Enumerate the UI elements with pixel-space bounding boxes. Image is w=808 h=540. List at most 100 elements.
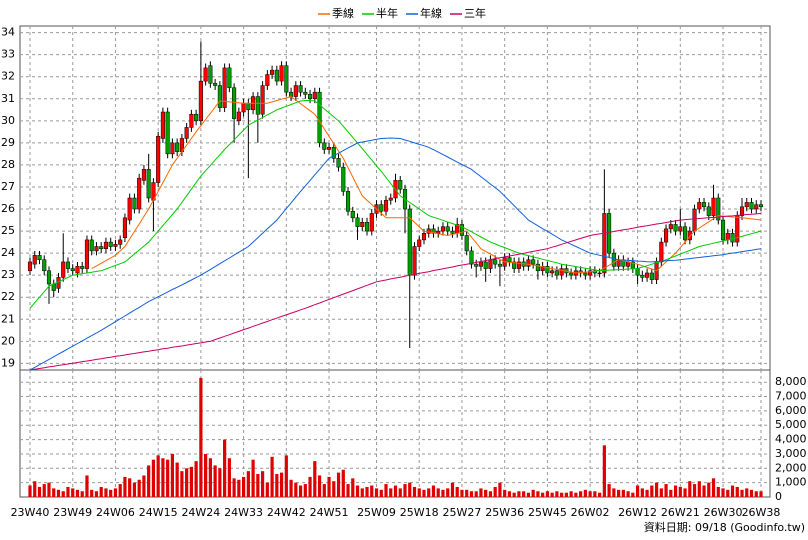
volume-bar bbox=[526, 492, 531, 497]
candle-body bbox=[293, 85, 298, 97]
volume-bar bbox=[393, 485, 398, 497]
candle-body bbox=[360, 222, 365, 227]
candle-body bbox=[388, 197, 393, 201]
volume-bar bbox=[531, 489, 535, 497]
volume-bar bbox=[450, 482, 455, 497]
volume-bar bbox=[560, 492, 564, 497]
volume-bar bbox=[208, 458, 212, 497]
volume-bar bbox=[351, 478, 355, 497]
candle-body bbox=[94, 246, 99, 252]
candle-body bbox=[345, 191, 351, 212]
candle-body bbox=[255, 96, 260, 115]
volume-bar bbox=[275, 474, 279, 497]
volume-bar bbox=[721, 488, 725, 497]
x-tick-label: 26W38 bbox=[742, 506, 781, 519]
volume-bar bbox=[66, 486, 70, 497]
volume-bar bbox=[270, 456, 274, 497]
ma-line bbox=[91, 96, 762, 274]
volume-tick-label: 0 bbox=[775, 490, 782, 503]
volume-bar bbox=[545, 491, 549, 497]
volume-bar bbox=[80, 491, 84, 497]
volume-bar bbox=[522, 491, 526, 497]
x-tick-label: 26W12 bbox=[618, 506, 657, 519]
volume-bar bbox=[541, 492, 545, 497]
candle-body bbox=[336, 158, 341, 168]
volume-bar bbox=[465, 489, 469, 497]
x-tick-label: 26W02 bbox=[571, 506, 610, 519]
y-tick-label: 29 bbox=[1, 136, 15, 149]
volume-bar bbox=[118, 484, 122, 497]
candle-body bbox=[46, 270, 52, 285]
volume-bar bbox=[180, 471, 184, 497]
volume-tick-label: 7,000 bbox=[775, 390, 807, 403]
candle-body bbox=[198, 80, 203, 122]
volume-bar bbox=[754, 491, 758, 497]
candle-body bbox=[720, 219, 726, 241]
ma-line bbox=[29, 137, 762, 371]
candle-body bbox=[436, 230, 441, 234]
volume-bar bbox=[479, 488, 483, 497]
volume-bar bbox=[602, 445, 606, 497]
candle-body bbox=[559, 268, 564, 276]
candle-body bbox=[512, 261, 517, 269]
x-tick-label: 25W45 bbox=[528, 506, 567, 519]
candle-body bbox=[711, 197, 716, 216]
candle-body bbox=[488, 259, 493, 269]
candle-body bbox=[569, 272, 574, 276]
volume-bar bbox=[365, 486, 369, 497]
candle-body bbox=[184, 127, 189, 139]
y-tick-label: 34 bbox=[1, 26, 15, 39]
candle-body bbox=[274, 69, 279, 82]
x-tick-label: 23W40 bbox=[11, 506, 50, 519]
candle-body bbox=[469, 250, 474, 265]
volume-bar bbox=[664, 484, 668, 497]
volume-bar bbox=[436, 488, 440, 497]
volume-tick-label: 3,000 bbox=[775, 447, 807, 460]
y-tick-label: 26 bbox=[1, 202, 15, 215]
volume-bar bbox=[284, 455, 288, 497]
candle-body bbox=[697, 202, 702, 210]
volume-bar bbox=[218, 468, 222, 497]
volume-bar bbox=[194, 461, 198, 497]
volume-bar bbox=[659, 488, 663, 497]
volume-bar bbox=[730, 485, 735, 497]
y-tick-label: 22 bbox=[1, 290, 15, 303]
candle-body bbox=[649, 272, 654, 280]
volume-bar bbox=[170, 453, 175, 497]
candle-body bbox=[497, 263, 502, 267]
volume-tick-label: 1,000 bbox=[775, 476, 807, 489]
candle-body bbox=[730, 233, 735, 243]
volume-bar bbox=[683, 488, 687, 497]
volume-bar bbox=[726, 489, 730, 497]
volume-bar bbox=[104, 488, 108, 497]
candle-body bbox=[597, 272, 602, 275]
candle-body bbox=[146, 169, 151, 199]
volume-bar bbox=[109, 489, 113, 497]
volume-bar bbox=[493, 486, 497, 497]
volume-bar bbox=[621, 489, 625, 497]
candle-body bbox=[545, 266, 550, 274]
volume-bar bbox=[246, 471, 250, 497]
volume-bar bbox=[422, 489, 426, 497]
candle-body bbox=[483, 261, 488, 269]
candle-body bbox=[89, 239, 94, 252]
candle-body bbox=[289, 91, 294, 97]
candle-body bbox=[265, 74, 270, 86]
volume-bar bbox=[678, 486, 682, 497]
volume-bar bbox=[151, 459, 156, 497]
volume-bar bbox=[137, 479, 141, 497]
volume-bar bbox=[635, 485, 640, 497]
volume-bar bbox=[740, 489, 744, 497]
legend-label: 季線 bbox=[332, 6, 354, 20]
volume-bar bbox=[161, 458, 165, 497]
candle-body bbox=[611, 252, 616, 267]
candle-body bbox=[217, 85, 222, 108]
y-tick-label: 33 bbox=[1, 48, 15, 61]
candle-body bbox=[668, 224, 673, 230]
candle-body bbox=[61, 261, 66, 278]
volume-bar bbox=[85, 475, 89, 497]
x-tick-label: 24W24 bbox=[181, 506, 220, 519]
volume-bar bbox=[204, 453, 208, 497]
candle-body bbox=[118, 239, 123, 245]
candle-body bbox=[27, 261, 33, 272]
